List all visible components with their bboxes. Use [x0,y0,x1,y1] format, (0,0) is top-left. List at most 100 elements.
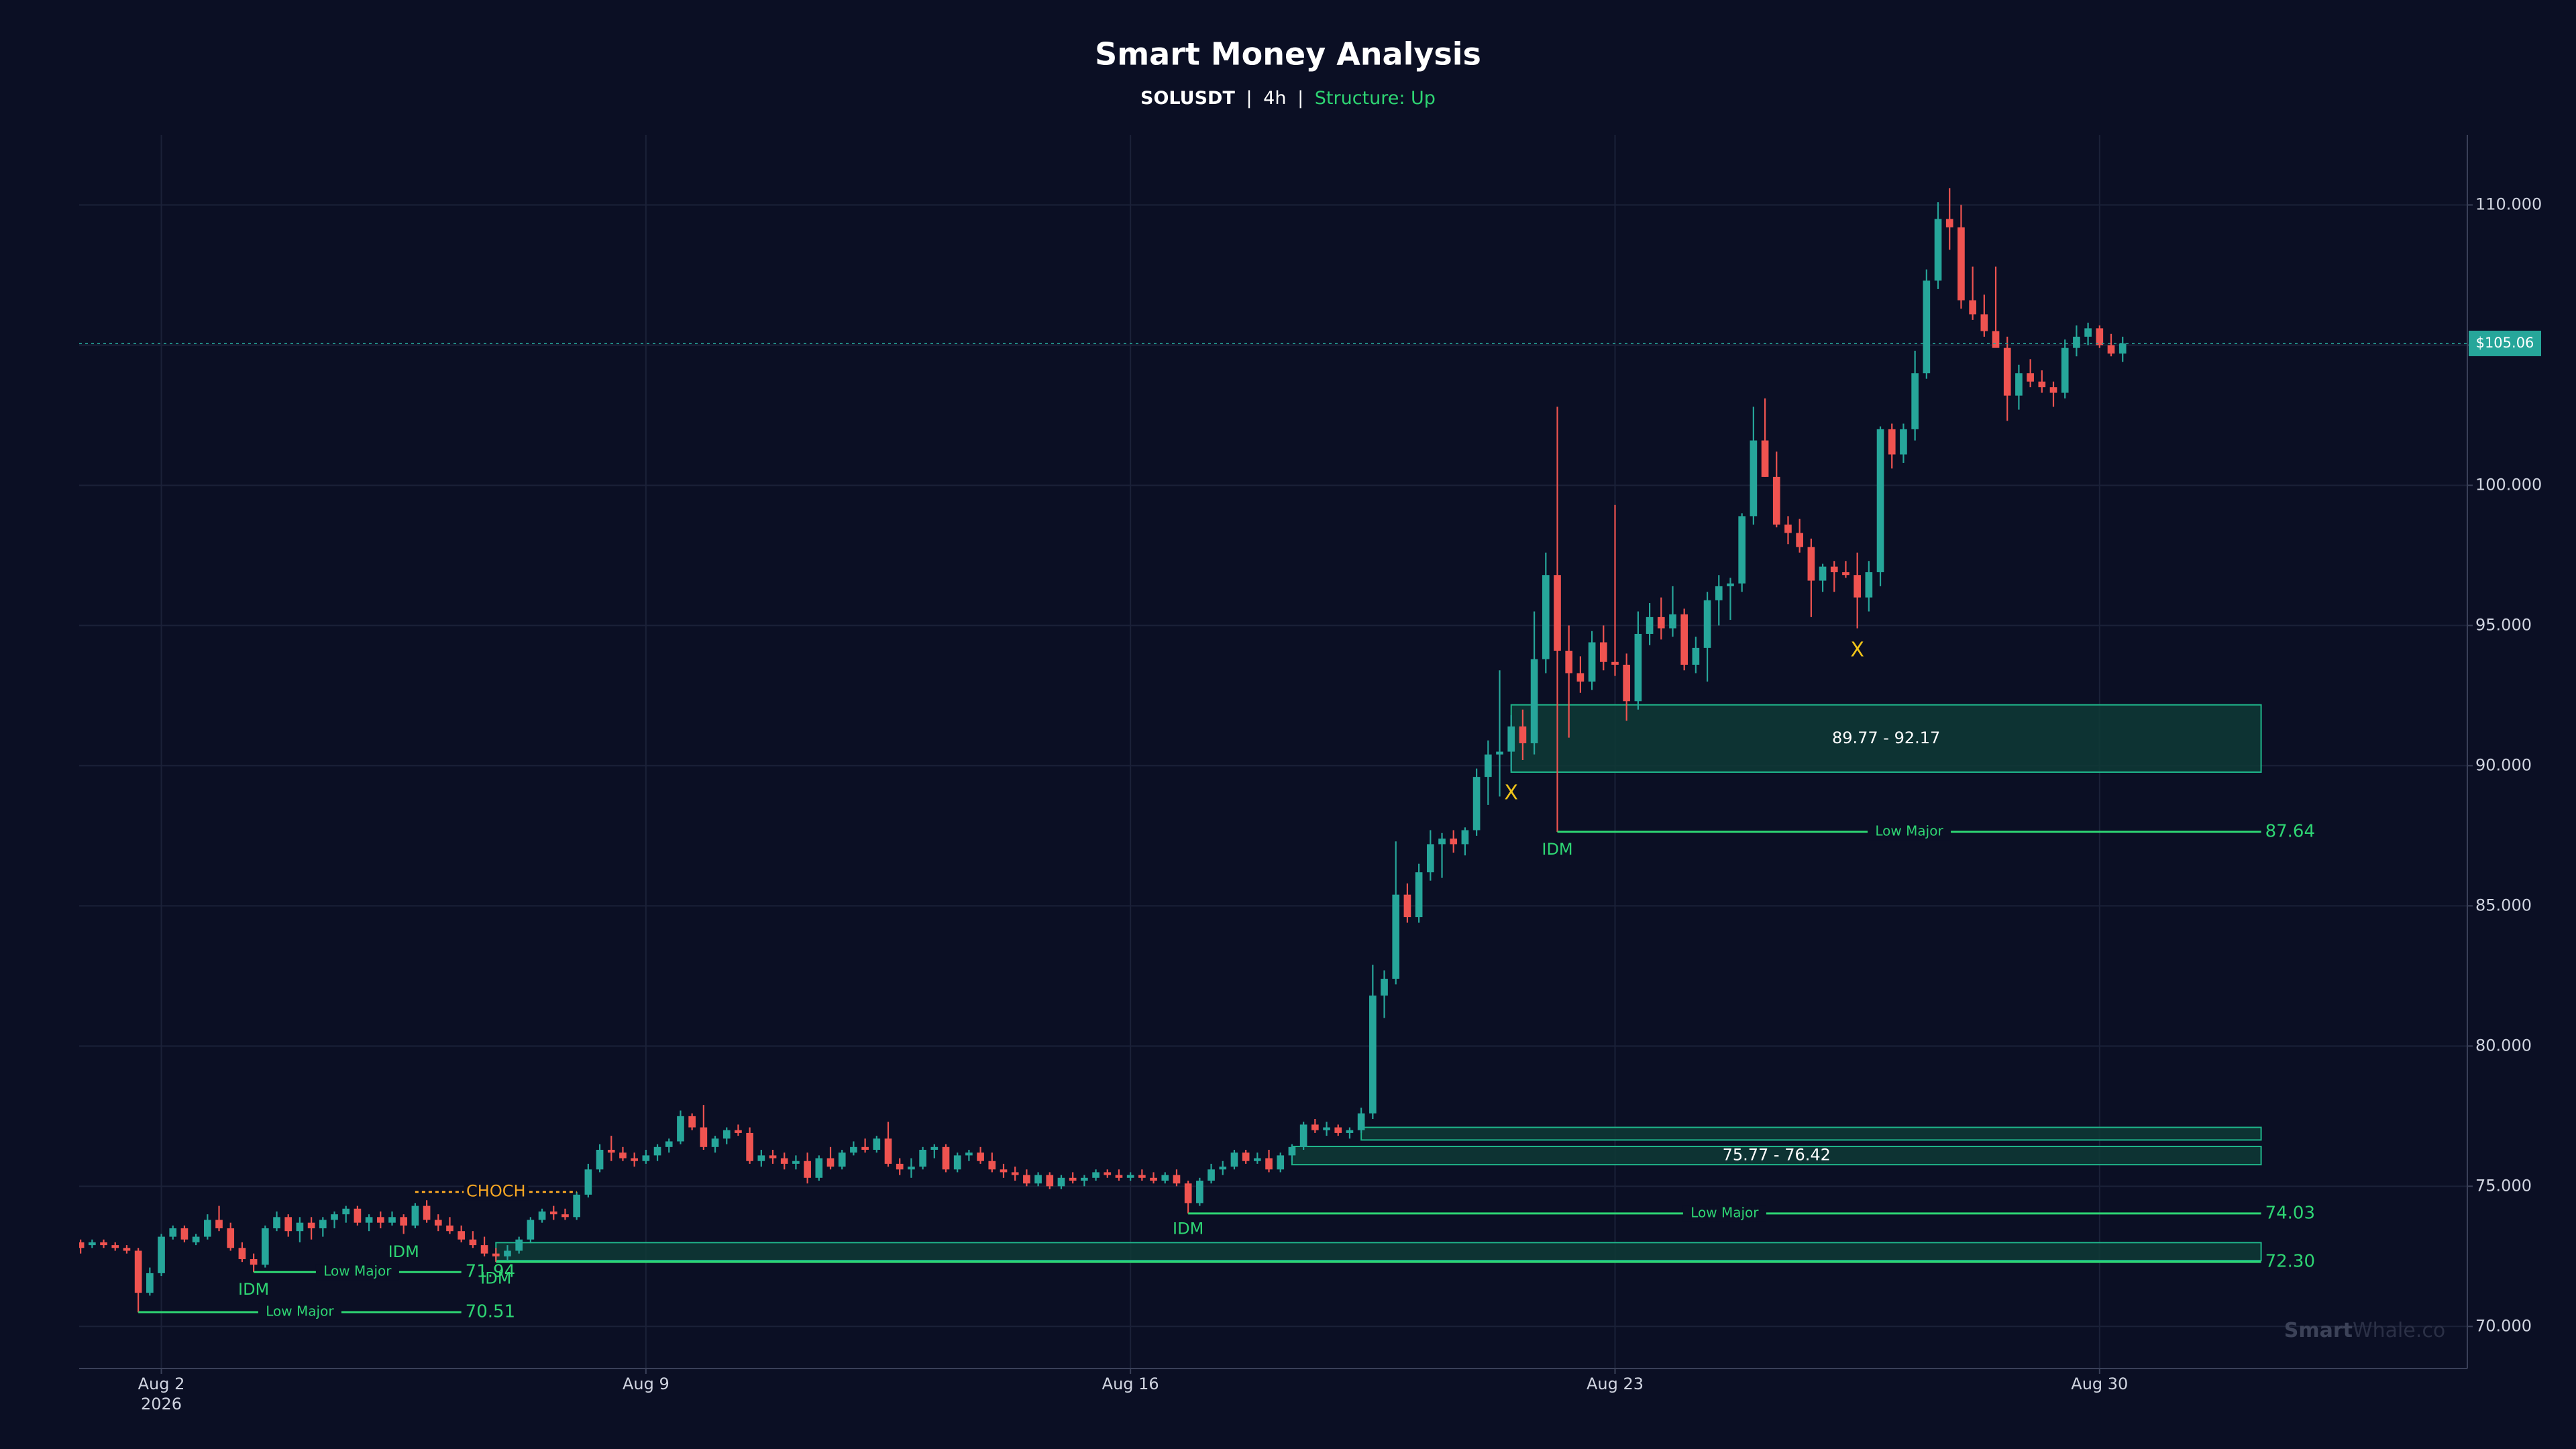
sweep-marker: X [1850,639,1864,662]
candle-body [665,1141,673,1147]
level-value-label: 70.51 [466,1301,515,1322]
y-tick-label: 70.000 [2475,1316,2532,1335]
candle-body [158,1236,165,1273]
candle-body [1011,1172,1019,1175]
candle-body [1126,1175,1134,1178]
candle-body [1588,642,1596,682]
order-block-label: 75.77 - 76.42 [1723,1146,1831,1165]
candle-body [1311,1124,1319,1130]
candle-body [307,1222,315,1229]
candle-body [1392,894,1400,979]
candle-body [215,1220,223,1229]
candle-body [1530,659,1538,743]
candle-body [1115,1175,1123,1178]
level-value-label: 71.94 [466,1262,515,1282]
order-block [495,1242,2262,1262]
candle-body [1081,1177,1088,1181]
candle-body [722,1130,731,1139]
order-block-label: 89.77 - 92.17 [1832,729,1940,747]
candle-body [1599,642,1607,662]
candle-body [2061,347,2069,393]
candle-body [1842,572,1849,576]
candle-body [2027,373,2034,382]
candle-body [584,1169,592,1195]
x-tick-label: Aug 9 [623,1375,669,1393]
candle-body [146,1273,154,1293]
candle-body [1346,1130,1354,1133]
candle-body [469,1239,477,1246]
candle-body [1923,280,1931,374]
candle-body [607,1149,615,1153]
candle-body [1854,575,1861,598]
candle-body [1426,844,1434,873]
candle-body [1196,1180,1203,1203]
candle-body [1138,1175,1146,1178]
candle-body [815,1158,823,1178]
level-name: Low Major [266,1303,334,1319]
candle-body [861,1146,869,1150]
candle-body [769,1155,777,1159]
candle-body [79,1242,85,1248]
candle-body [169,1228,177,1237]
candle-body [1703,600,1711,648]
candle-body [1403,894,1411,918]
candle-body [1288,1146,1296,1156]
candle-body [1150,1177,1157,1181]
candle-body [1819,566,1827,581]
candle-body [561,1214,569,1218]
candle-body [1542,575,1550,659]
x-tick-label: Aug 2 [138,1375,185,1393]
candle-body [2003,347,2011,396]
candle-body [908,1167,915,1170]
y-tick-label: 85.000 [2475,896,2532,914]
chart-title: Smart Money Analysis [1095,36,1481,72]
candle-body [123,1248,131,1251]
candle-body [746,1132,753,1161]
candle-body [1865,572,1873,598]
candle-body [1057,1177,1065,1187]
candle-body [804,1161,811,1178]
candle-body [1208,1169,1215,1181]
subtitle-separator: | [1297,88,1303,109]
candle-body [100,1242,107,1246]
candle-body [700,1127,708,1147]
candle-body [458,1231,466,1240]
subtitle-structure: Structure: Up [1315,88,1436,109]
candle-body [977,1152,984,1161]
candle-body [2049,387,2057,393]
idm-label: IDM [238,1280,269,1299]
subtitle-timeframe: 4h [1263,88,1286,109]
candle-body [1472,777,1481,830]
candle-body [1784,524,1792,533]
y-tick-label: 75.000 [2475,1176,2532,1195]
candle-body [89,1242,96,1246]
candle-body [1219,1167,1227,1170]
candle-body [1772,476,1780,525]
level-name-bg [258,1303,341,1320]
candle-body [1242,1152,1250,1161]
candle-body [1646,616,1654,634]
candle-body [1254,1158,1261,1161]
candle-body [111,1245,119,1248]
candle-body [1934,219,1942,281]
candle-body [1046,1175,1054,1187]
candle-body [296,1222,304,1232]
candle-body [873,1138,881,1150]
candle-body [2096,328,2104,345]
candle-body [1069,1177,1077,1181]
candle-body [1715,586,1723,600]
candle-body [757,1155,765,1161]
candle-body [1992,331,2000,348]
idm-label: IDM [1542,840,1572,859]
candle-body [1969,300,1976,315]
candle-body [2038,381,2046,388]
x-tick-label: Aug 23 [1587,1375,1644,1393]
candle-body [792,1161,800,1164]
watermark-rest: Whale.co [2353,1319,2445,1342]
candle-body [411,1205,419,1226]
y-tick-label: 100.000 [2475,475,2542,494]
candle-body [1888,429,1896,455]
candle-body [1277,1155,1285,1170]
candle-body [1104,1172,1112,1175]
